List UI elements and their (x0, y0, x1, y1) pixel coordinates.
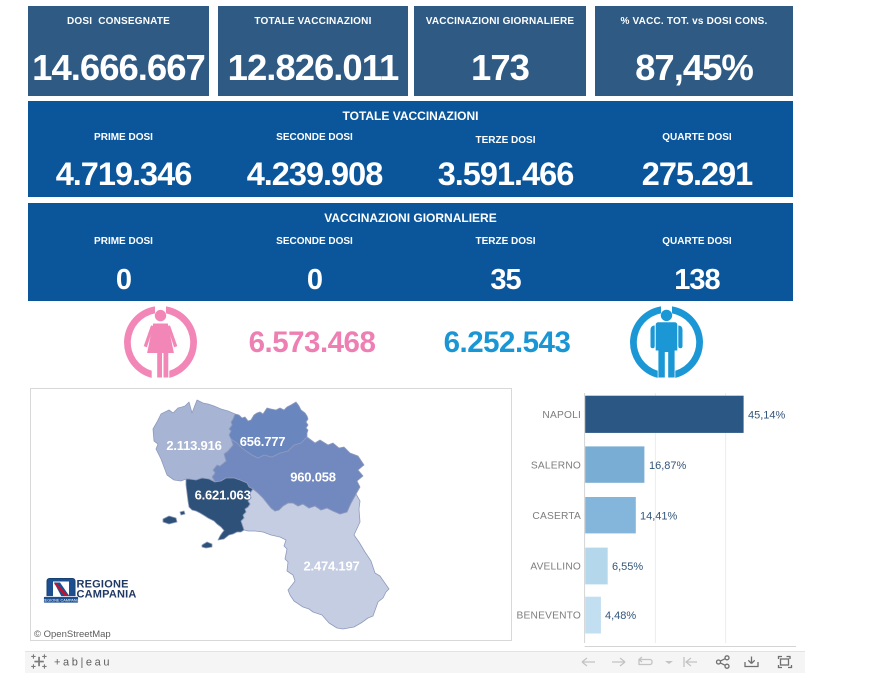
svg-text:6,55%: 6,55% (612, 561, 643, 573)
svg-text:4,48%: 4,48% (605, 610, 636, 622)
svg-text:960.058: 960.058 (290, 470, 336, 485)
svg-text:REGIONE CAMPANIA: REGIONE CAMPANIA (42, 599, 81, 603)
svg-text:NAPOLI: NAPOLI (542, 410, 581, 421)
svg-text:2.474.197: 2.474.197 (303, 559, 359, 574)
svg-text:© OpenStreetMap: © OpenStreetMap (34, 629, 111, 640)
svg-text:CAMPANIA: CAMPANIA (77, 589, 137, 601)
svg-text:BENEVENTO: BENEVENTO (517, 611, 581, 622)
svg-text:2.113.916: 2.113.916 (166, 438, 221, 453)
svg-text:+ab|eau: +ab|eau (54, 657, 112, 669)
svg-text:AVELLINO: AVELLINO (530, 562, 581, 573)
svg-text:6.621.063: 6.621.063 (195, 488, 251, 503)
svg-text:45,14%: 45,14% (748, 410, 786, 422)
svg-text:REGIONE: REGIONE (77, 579, 129, 591)
svg-text:656.777: 656.777 (240, 434, 286, 449)
svg-text:14,41%: 14,41% (640, 511, 678, 523)
svg-text:CASERTA: CASERTA (532, 511, 581, 522)
svg-text:16,87%: 16,87% (649, 460, 687, 472)
svg-text:SALERNO: SALERNO (531, 461, 581, 472)
